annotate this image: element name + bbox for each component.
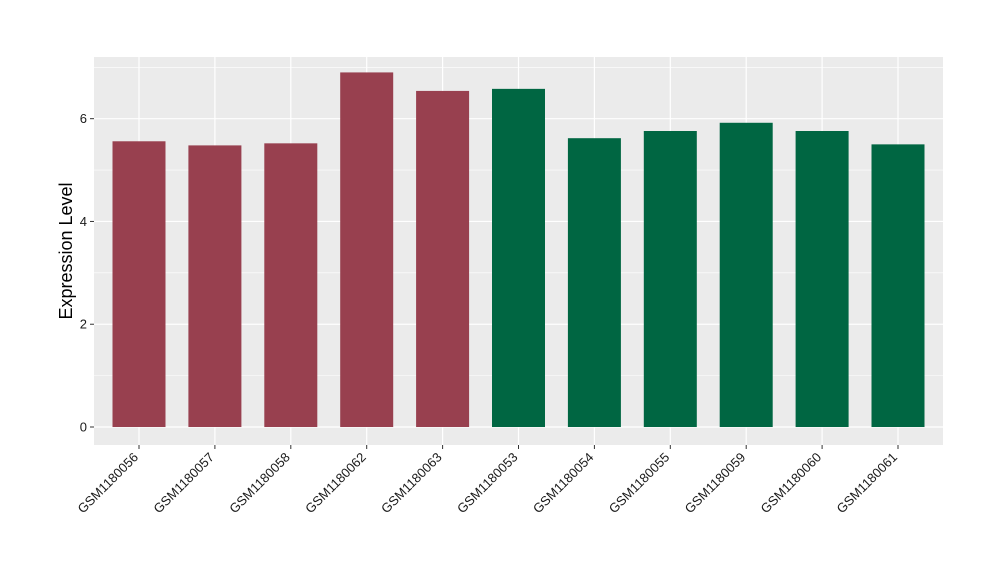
- x-tick-label: GSM1180062: [302, 450, 369, 517]
- bar-GSM1180058: [264, 143, 318, 428]
- bar-GSM1180054: [567, 138, 621, 428]
- y-axis-ticks: 0 2 4 6: [80, 111, 94, 435]
- bar-GSM1180057: [188, 145, 242, 428]
- x-axis-ticks: GSM1180056 GSM1180057 GSM1180058 GSM1180062…: [74, 445, 900, 516]
- y-tick-label: 0: [80, 420, 87, 435]
- y-axis-title: Expression Level: [56, 182, 76, 319]
- x-tick-label: GSM1180061: [833, 450, 900, 517]
- y-tick-label: 6: [80, 111, 87, 126]
- bar-GSM1180055: [643, 131, 697, 428]
- bar-GSM1180060: [795, 131, 849, 428]
- x-tick-label: GSM1180053: [454, 450, 521, 517]
- bar-GSM1180056: [112, 141, 166, 428]
- bars: [112, 72, 925, 428]
- bar-GSM1180063: [416, 90, 470, 428]
- x-tick-label: GSM1180059: [682, 450, 749, 517]
- bar-GSM1180062: [340, 72, 394, 428]
- bar-GSM1180053: [492, 88, 545, 428]
- bar-GSM1180061: [871, 144, 925, 428]
- y-tick-label: 2: [80, 317, 87, 332]
- x-tick-label: GSM1180063: [378, 450, 445, 517]
- x-tick-label: GSM1180056: [74, 450, 141, 517]
- x-tick-label: GSM1180058: [226, 450, 293, 517]
- x-tick-label: GSM1180060: [758, 450, 825, 517]
- x-tick-label: GSM1180055: [606, 450, 673, 517]
- y-tick-label: 4: [80, 214, 87, 229]
- x-tick-label: GSM1180057: [150, 450, 217, 517]
- x-tick-label: GSM1180054: [530, 450, 597, 517]
- bar-GSM1180059: [719, 122, 773, 428]
